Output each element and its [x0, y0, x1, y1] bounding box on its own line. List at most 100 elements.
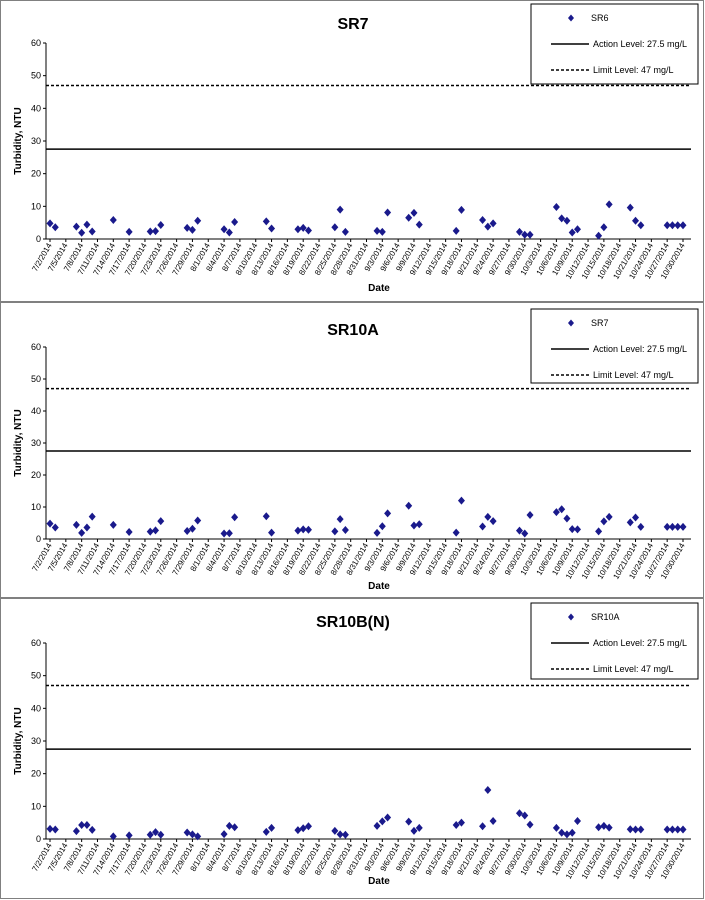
- data-point: [146, 830, 154, 839]
- data-point: [341, 830, 349, 839]
- y-tick-label: 20: [31, 470, 41, 480]
- legend-label: SR6: [591, 13, 609, 23]
- y-tick-label: 50: [31, 71, 41, 81]
- data-point: [341, 526, 349, 535]
- y-tick-label: 40: [31, 703, 41, 713]
- data-point: [637, 825, 645, 834]
- data-point: [457, 496, 465, 505]
- data-point: [484, 512, 492, 521]
- data-point: [479, 216, 487, 225]
- chart-title: SR10A: [327, 322, 379, 339]
- y-tick-label: 40: [31, 103, 41, 113]
- data-point: [373, 821, 381, 830]
- data-point: [663, 522, 671, 531]
- data-point: [415, 823, 423, 832]
- data-point: [410, 521, 418, 530]
- data-point: [109, 832, 117, 841]
- data-point: [304, 525, 312, 534]
- data-point: [558, 505, 566, 514]
- data-point: [457, 205, 465, 214]
- data-point: [373, 226, 381, 235]
- data-point: [605, 823, 613, 832]
- data-point: [679, 221, 687, 230]
- data-point: [605, 200, 613, 209]
- data-point: [521, 811, 529, 820]
- chart-svg: SR10A01020304050607/2/20147/5/20147/8/20…: [13, 308, 699, 592]
- data-point: [558, 214, 566, 223]
- data-point: [484, 222, 492, 231]
- data-point: [183, 527, 191, 535]
- y-tick-label: 30: [31, 736, 41, 746]
- data-point: [668, 522, 676, 531]
- data-point: [563, 830, 571, 839]
- data-point: [679, 522, 687, 531]
- data-point: [452, 820, 460, 829]
- data-point: [479, 522, 487, 531]
- legend-marker: [568, 613, 574, 621]
- data-point: [600, 517, 608, 526]
- data-point: [268, 528, 276, 537]
- data-point: [183, 828, 191, 837]
- data-point: [552, 823, 560, 832]
- data-point: [220, 830, 228, 839]
- legend-label: Limit Level: 47 mg/L: [593, 370, 674, 380]
- y-tick-label: 40: [31, 406, 41, 416]
- data-point: [51, 223, 59, 232]
- data-point: [88, 227, 96, 236]
- y-tick-label: 10: [31, 201, 41, 211]
- data-point: [637, 522, 645, 531]
- data-point: [51, 825, 59, 834]
- data-point: [452, 226, 460, 235]
- data-point: [552, 508, 560, 517]
- data-point: [46, 219, 54, 228]
- data-point: [595, 823, 603, 832]
- data-point: [415, 220, 423, 229]
- y-axis-label: Turbidity, NTU: [13, 107, 24, 174]
- data-point: [299, 223, 307, 232]
- data-point: [484, 786, 492, 794]
- data-point: [231, 513, 239, 522]
- data-point: [78, 228, 86, 237]
- data-point: [72, 827, 80, 836]
- data-point: [600, 223, 608, 232]
- y-axis-label: Turbidity, NTU: [13, 409, 24, 476]
- data-point: [220, 225, 228, 234]
- chart-title: SR7: [337, 16, 368, 33]
- data-point: [668, 825, 676, 834]
- y-tick-label: 0: [36, 534, 41, 544]
- y-tick-label: 60: [31, 342, 41, 352]
- y-tick-label: 20: [31, 169, 41, 179]
- data-point: [72, 520, 80, 529]
- data-point: [378, 227, 386, 236]
- data-point: [600, 821, 608, 830]
- y-tick-label: 50: [31, 671, 41, 681]
- y-tick-label: 10: [31, 502, 41, 512]
- data-point: [299, 824, 307, 833]
- data-point: [405, 501, 413, 510]
- data-point: [268, 823, 276, 832]
- data-point: [452, 528, 460, 537]
- data-point: [336, 830, 344, 839]
- data-point: [83, 523, 91, 532]
- data-point: [225, 821, 233, 830]
- data-point: [294, 526, 302, 535]
- data-point: [157, 517, 165, 526]
- legend-label: SR10A: [591, 612, 620, 622]
- data-point: [526, 230, 534, 239]
- chart-svg: SR701020304050607/2/20147/5/20147/8/2014…: [13, 3, 699, 294]
- data-point: [373, 528, 381, 537]
- data-point: [304, 226, 312, 235]
- data-point: [479, 822, 487, 831]
- data-point: [336, 515, 344, 524]
- legend-box: [530, 602, 699, 680]
- data-point: [83, 820, 91, 829]
- data-point: [637, 221, 645, 230]
- data-point: [384, 509, 392, 518]
- data-point: [378, 817, 386, 826]
- data-point: [146, 227, 154, 236]
- data-point: [152, 526, 159, 535]
- data-point: [46, 519, 54, 528]
- data-point: [46, 824, 54, 833]
- data-point: [378, 522, 386, 531]
- data-point: [663, 825, 671, 834]
